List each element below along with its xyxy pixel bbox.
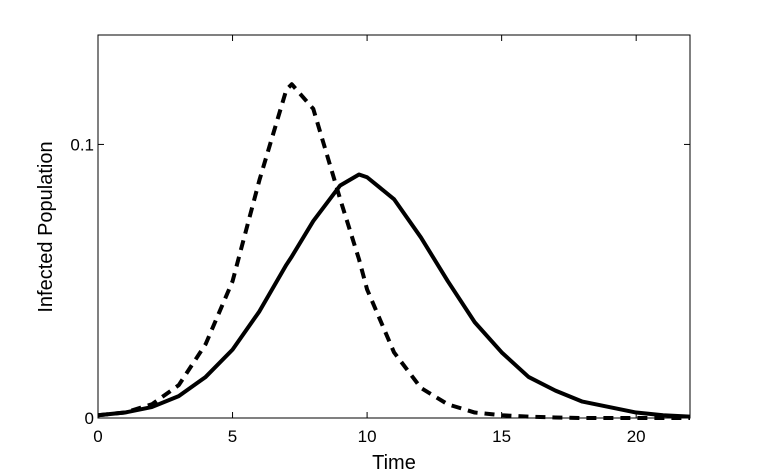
- series-line: [97, 82, 690, 420]
- y-tick-label: 0: [85, 409, 94, 428]
- x-axis-label: Time: [372, 452, 416, 474]
- x-tick-label: 20: [627, 427, 646, 446]
- y-axis-label: Infected Population: [35, 141, 57, 312]
- y-tick-label: 0.1: [70, 135, 94, 154]
- x-tick-label: 5: [228, 427, 237, 446]
- x-tick-label: 15: [492, 427, 511, 446]
- x-tick-label: 10: [358, 427, 377, 446]
- x-tick-label: 0: [93, 427, 102, 446]
- plot-frame: [97, 34, 691, 419]
- series-line: [97, 172, 691, 419]
